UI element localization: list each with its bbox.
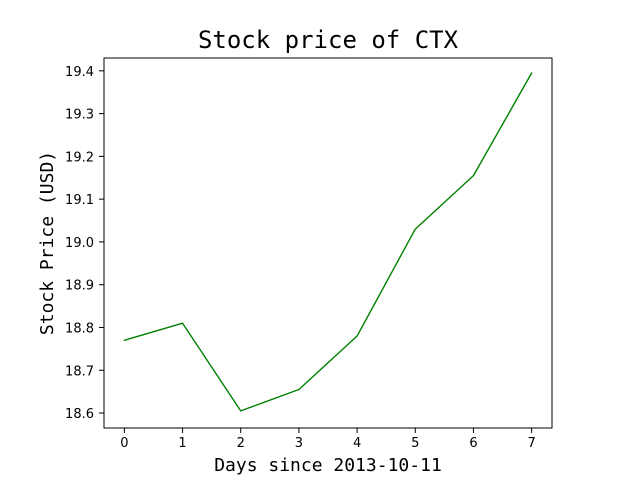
y-axis-label: Stock Price (USD) [37, 151, 58, 335]
y-tick-label: 18.8 [65, 321, 94, 336]
y-tick-label: 18.6 [65, 407, 94, 422]
x-tick-label: 0 [120, 436, 128, 451]
y-tick-label: 19.0 [65, 236, 94, 251]
x-tick-label: 7 [527, 436, 535, 451]
x-tick-label: 2 [237, 436, 245, 451]
x-tick-label: 1 [178, 436, 186, 451]
y-tick-label: 18.7 [65, 364, 94, 379]
y-tick-label: 19.2 [65, 150, 94, 165]
series-layer [123, 72, 533, 412]
x-axis: 0 1 2 3 4 5 6 7 [120, 428, 536, 451]
x-tick-label: 4 [353, 436, 361, 451]
y-tick-label: 18.9 [65, 279, 94, 294]
y-tick-label: 19.1 [65, 193, 94, 208]
y-tick-label: 19.4 [65, 65, 94, 80]
plot-frame [103, 57, 553, 429]
y-axis: 18.6 18.7 18.8 18.9 19.0 19.1 19.2 19.3 19.4 [65, 65, 104, 422]
chart-title: Stock price of CTX [198, 26, 459, 54]
x-tick-label: 5 [411, 436, 419, 451]
x-tick-label: 3 [295, 436, 303, 451]
plot-area: 0 1 2 3 4 5 6 7 18.6 18.7 18.8 18.9 19.0 19.1 19.2 19.… [65, 57, 553, 451]
series-line [123, 72, 533, 412]
x-tick-label: 6 [469, 436, 477, 451]
x-axis-label: Days since 2013-10-11 [214, 455, 442, 476]
y-tick-label: 19.3 [65, 108, 94, 123]
